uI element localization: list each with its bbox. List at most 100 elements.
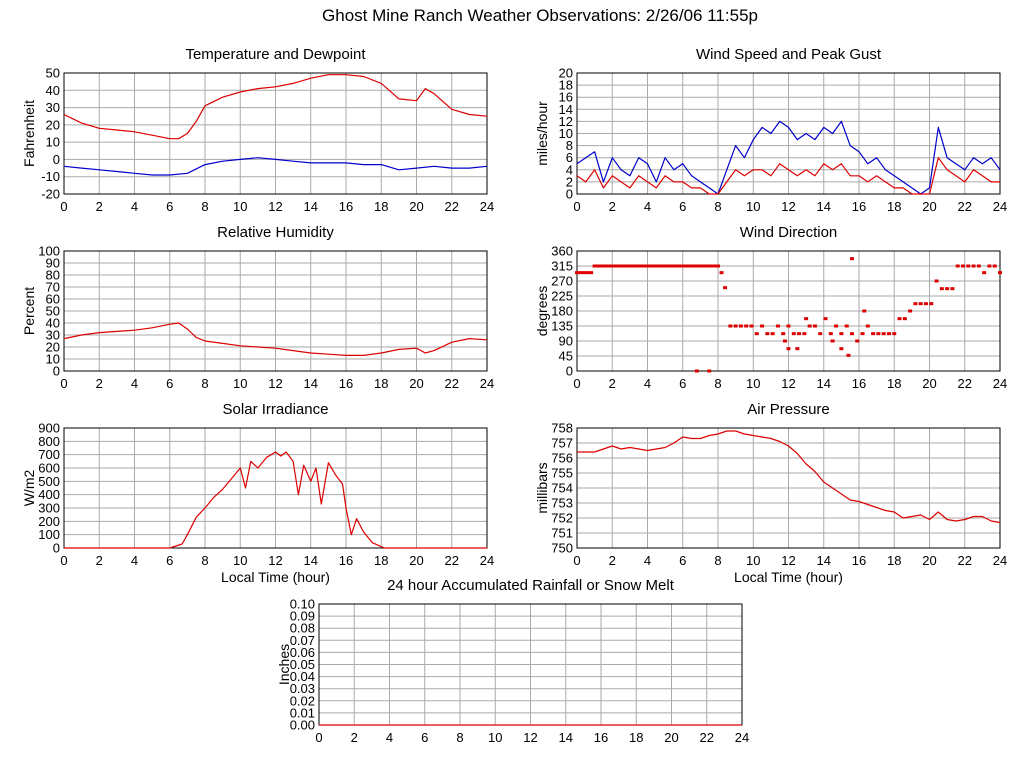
y-tick-label: 45 [559,349,573,364]
x-tick-label: 20 [664,730,678,745]
y-tick-label: 751 [551,526,573,541]
data-point [760,324,765,328]
x-tick-label: 14 [304,553,318,568]
y-tick-label: 50 [46,66,60,81]
y-tick-label: 100 [38,244,60,259]
data-point [698,264,703,268]
x-tick-label: 20 [409,553,423,568]
data-point [812,324,817,328]
y-tick-label: 60 [46,292,60,307]
data-point [950,287,955,291]
x-tick-label: 2 [96,376,103,391]
chart-temp: Temperature and Dewpoint-20-100102030405… [21,46,494,214]
x-tick-label: 0 [60,199,67,214]
x-tick-label: 12 [781,199,795,214]
data-point [945,287,950,291]
data-point [960,264,965,268]
y-tick-label: 0.02 [290,693,315,708]
x-tick-label: 6 [166,553,173,568]
y-tick-label: 400 [38,487,60,502]
data-point [749,324,754,328]
x-tick-label: 8 [714,553,721,568]
data-point [641,264,646,268]
y-tick-label: 755 [551,466,573,481]
y-tick-label: 758 [551,421,573,436]
data-point [818,332,823,336]
chart-title: Relative Humidity [217,224,334,241]
data-point [694,369,699,373]
data-point [849,257,854,261]
y-tick-label: 4 [566,162,573,177]
x-tick-label: 10 [233,553,247,568]
x-tick-label: 22 [958,553,972,568]
y-tick-label: 10 [46,135,60,150]
y-tick-label: 80 [46,268,60,283]
data-point [596,264,601,268]
x-axis-label: Local Time (hour) [734,569,843,585]
x-tick-label: 20 [922,376,936,391]
x-tick-label: 12 [268,199,282,214]
data-point [610,264,615,268]
y-tick-label: 10 [559,126,573,141]
y-tick-label: 70 [46,280,60,295]
data-point [716,264,720,268]
x-tick-label: 6 [679,199,686,214]
y-tick-label: 300 [38,501,60,516]
data-point [603,264,608,268]
y-tick-label: -20 [41,187,60,202]
y-tick-label: 0.04 [290,669,315,684]
x-tick-label: 22 [445,199,459,214]
data-point [886,332,891,336]
data-point [719,271,724,275]
chart-title: Solar Irradiance [223,401,329,418]
plot-frame [63,250,488,372]
data-point [987,264,992,268]
data-point [982,271,987,275]
x-tick-label: 24 [993,199,1007,214]
x-tick-label: 18 [374,199,388,214]
chart-wind: Wind Speed and Peak Gust0246810121416182… [534,46,1007,214]
y-tick-label: 20 [46,117,60,132]
x-tick-label: 18 [887,376,901,391]
data-point [687,264,692,268]
x-tick-label: 12 [268,553,282,568]
data-point [733,324,738,328]
data-point [897,317,902,321]
data-point [592,264,597,268]
y-tick-label: 135 [551,319,573,334]
data-point [992,264,997,268]
chart-title: Wind Direction [740,224,838,241]
y-tick-label: 20 [559,66,573,81]
plot-frame [63,72,488,195]
x-tick-label: 2 [609,553,616,568]
x-tick-label: 8 [456,730,463,745]
data-point [738,324,743,328]
data-point [578,271,583,275]
data-point [582,271,587,275]
plot-frame [576,427,1001,549]
x-tick-label: 22 [958,376,972,391]
x-tick-label: 4 [131,376,138,391]
y-tick-label: 30 [46,328,60,343]
data-point [666,264,671,268]
series-line [63,157,488,176]
y-tick-label: 754 [551,481,573,496]
y-tick-label: 756 [551,451,573,466]
data-point [606,264,611,268]
data-point [786,324,791,328]
data-point [846,353,851,357]
y-tick-label: 10 [46,352,60,367]
y-tick-label: 20 [46,340,60,355]
y-tick-label: 90 [559,334,573,349]
x-tick-label: 12 [781,376,795,391]
y-tick-label: 40 [46,83,60,98]
x-tick-label: 20 [922,199,936,214]
x-tick-label: 18 [887,553,901,568]
y-axis-label: degrees [534,286,550,337]
y-tick-label: 90 [46,256,60,271]
x-tick-label: 0 [573,553,580,568]
y-tick-label: 0.09 [290,609,315,624]
data-point [955,264,960,268]
x-tick-label: 2 [96,199,103,214]
x-tick-label: 14 [304,376,318,391]
